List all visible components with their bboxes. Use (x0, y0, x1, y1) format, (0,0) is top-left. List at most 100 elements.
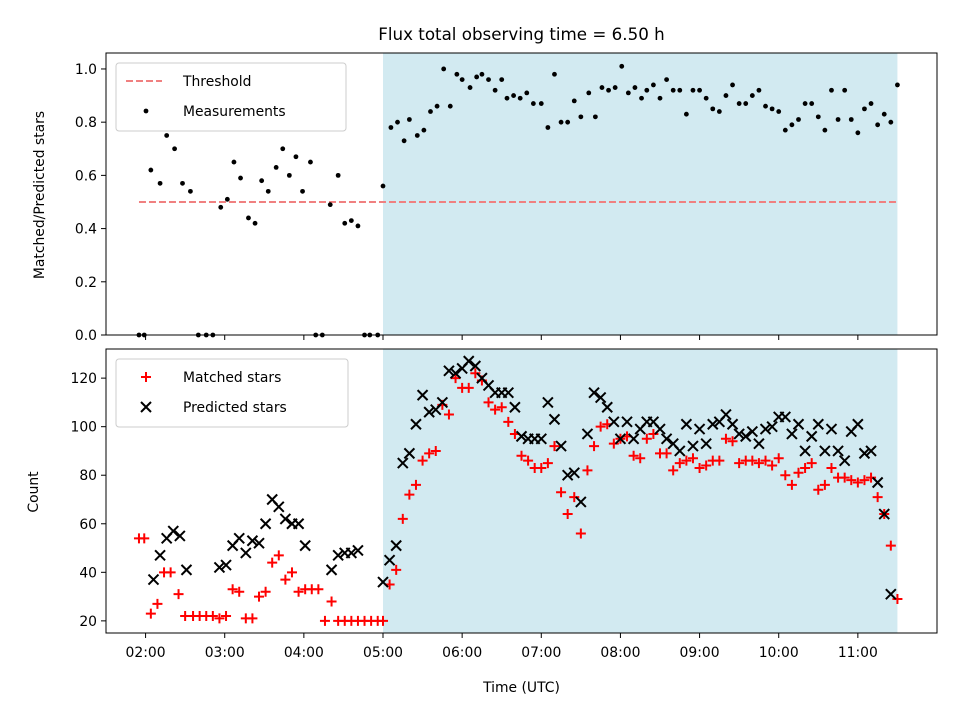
matched-stars-point (608, 438, 619, 449)
matched-stars-point (786, 479, 797, 490)
matched-stars-point (165, 567, 176, 578)
predicted-stars-point (687, 440, 699, 452)
predicted-stars-point (279, 513, 292, 525)
predicted-stars-point (555, 440, 567, 452)
matched-stars-point (562, 509, 573, 520)
predicted-stars-point (627, 433, 640, 445)
measurement-point (690, 87, 696, 93)
predicted-stars-point (377, 576, 389, 588)
predicted-stars-point (674, 445, 686, 457)
legend-label: Threshold (182, 74, 251, 90)
measurement-point (265, 188, 271, 194)
matched-stars-point (872, 492, 883, 503)
predicted-stars-point (614, 433, 627, 445)
measurement-point (835, 117, 841, 122)
matched-stars-point (668, 465, 679, 476)
x-tick-label: 03:00 (205, 645, 245, 661)
measurement-point (545, 125, 551, 130)
predicted-stars-point (273, 501, 285, 513)
y-tick-label: 0.6 (75, 168, 97, 184)
predicted-stars-point (680, 418, 693, 430)
matched-stars-point (523, 455, 534, 466)
predicted-stars-point (154, 549, 166, 562)
x-tick-label: 06:00 (442, 645, 482, 661)
matched-stars-point (859, 475, 870, 486)
measurement-point (815, 114, 821, 120)
measurement-point (888, 119, 894, 125)
measurement-point (342, 220, 348, 226)
measurement-point (578, 114, 584, 120)
predicted-stars-point (535, 433, 547, 445)
predicted-stars-point (805, 430, 818, 443)
predicted-stars-point (766, 420, 778, 433)
matched-stars-point (313, 584, 324, 595)
predicted-stars-point (707, 418, 719, 430)
predicted-stars-point (819, 445, 831, 457)
matched-stars-point (839, 472, 850, 483)
matched-stars-point (139, 533, 150, 544)
measurement-point (571, 98, 577, 104)
measurement-point (348, 218, 354, 224)
matched-stars-point (681, 455, 692, 466)
top-panel: 0.0 0.2 0.4 0.6 0.8 1.0 Threshold Measurements (75, 52, 938, 344)
y-tick-label: 20 (79, 614, 97, 630)
matched-stars-point (280, 574, 291, 585)
matched-stars-point (267, 557, 278, 568)
predicted-stars-point (233, 532, 245, 545)
measurement-point (395, 119, 400, 125)
predicted-stars-point (352, 544, 364, 557)
matched-stars-point (760, 455, 771, 466)
measurement-point (862, 106, 867, 112)
measurement-point (842, 87, 848, 93)
matched-stars-point (866, 472, 877, 483)
legend-label: Matched stars (183, 370, 281, 386)
measurement-point (492, 87, 498, 93)
x-tick-label: 05:00 (363, 645, 403, 661)
measurement-point (639, 95, 644, 101)
matched-stars-point (885, 540, 896, 551)
matched-stars-point (397, 513, 408, 524)
measurement-point (414, 133, 420, 138)
y-tick-label: 80 (79, 468, 97, 484)
predicted-stars-point (299, 539, 311, 552)
predicted-stars-point (753, 437, 765, 450)
measurement-point (238, 175, 243, 181)
matched-stars-point (450, 373, 461, 384)
measurement-point (592, 114, 598, 120)
measurement-point (380, 183, 386, 189)
matched-stars-point (569, 492, 580, 503)
measurement-point (796, 117, 801, 122)
legend-measurements-marker (143, 108, 149, 114)
matched-stars-point (490, 404, 501, 415)
matched-stars-point (556, 487, 567, 498)
measurement-point (703, 95, 709, 101)
measurement-point (459, 77, 465, 83)
matched-stars-point (378, 615, 388, 626)
predicted-stars-point (345, 547, 358, 559)
matched-stars-point (542, 458, 553, 469)
measurement-point (822, 127, 828, 133)
matched-stars-point (293, 586, 304, 597)
matched-stars-point (701, 460, 712, 471)
measurement-point (517, 95, 523, 101)
predicted-stars-point (443, 365, 455, 377)
measurement-point (848, 117, 854, 122)
matched-stars-point (319, 615, 330, 626)
matched-stars-point (714, 455, 725, 466)
predicted-stars-point (423, 406, 435, 418)
predicted-stars-point (700, 437, 712, 450)
measurement-point (454, 71, 460, 77)
predicted-stars-point (726, 418, 739, 430)
measurement-point (401, 138, 407, 144)
matched-stars-point (391, 564, 402, 575)
matched-stars-point (747, 455, 758, 466)
measurement-point (677, 87, 683, 93)
measurement-point (246, 215, 251, 221)
measurement-point (273, 164, 279, 170)
matched-stars-point (516, 450, 527, 461)
predicted-stars-point (403, 447, 416, 460)
predicted-stars-point (779, 411, 792, 423)
matched-stars-point (214, 613, 225, 624)
predicted-stars-point (852, 418, 864, 430)
x-tick-label: 09:00 (680, 645, 720, 661)
